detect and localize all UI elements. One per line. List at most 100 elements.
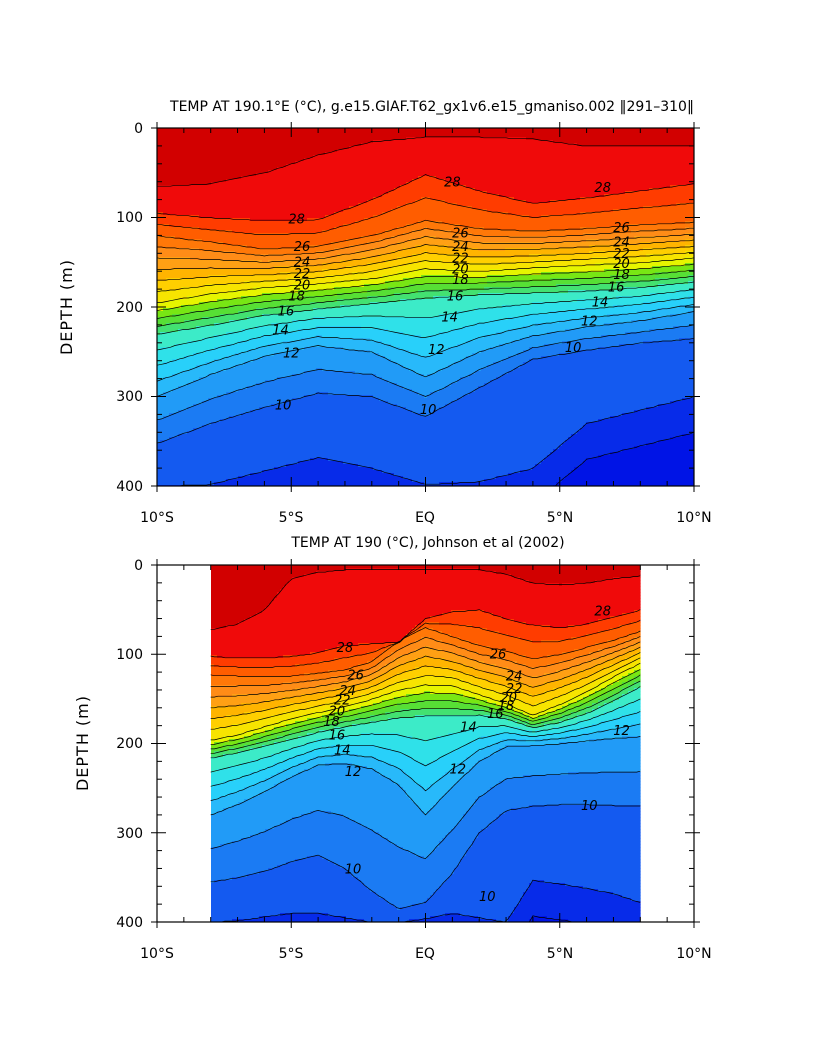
temperature-cell	[223, 365, 227, 369]
temperature-cell	[226, 371, 230, 375]
temperature-cell	[196, 194, 200, 198]
temperature-cell	[157, 347, 161, 351]
temperature-cell	[229, 461, 233, 465]
temperature-cell	[163, 437, 167, 441]
temperature-cell	[172, 380, 176, 384]
temperature-cell	[241, 257, 245, 261]
temperature-cell	[178, 476, 182, 480]
temperature-cell	[220, 200, 224, 204]
temperature-cell	[217, 449, 221, 453]
temperature-cell	[157, 317, 161, 321]
temperature-cell	[235, 281, 239, 285]
temperature-cell	[163, 482, 167, 486]
temperature-cell	[238, 203, 242, 207]
temperature-cell	[220, 140, 224, 144]
temperature-cell	[223, 254, 227, 258]
temperature-cell	[217, 188, 221, 192]
temperature-cell	[235, 299, 239, 303]
temperature-cell	[202, 200, 206, 204]
temperature-cell	[187, 191, 191, 195]
temperature-cell	[172, 302, 176, 306]
temperature-cell	[169, 377, 173, 381]
temperature-cell	[175, 341, 179, 345]
temperature-cell	[196, 254, 200, 258]
temperature-cell	[181, 335, 185, 339]
temperature-cell	[205, 260, 209, 264]
temperature-cell	[181, 386, 185, 390]
temperature-cell	[229, 287, 233, 291]
temperature-cell	[199, 242, 203, 246]
temperature-cell	[184, 206, 188, 210]
temperature-cell	[229, 314, 233, 318]
temperature-cell	[184, 215, 188, 219]
temperature-cell	[184, 269, 188, 273]
temperature-cell	[238, 449, 242, 453]
temperature-cell	[238, 368, 242, 372]
temperature-cell	[211, 452, 215, 456]
temperature-cell	[175, 251, 179, 255]
temperature-cell	[199, 296, 203, 300]
temperature-cell	[163, 269, 167, 273]
temperature-cell	[223, 308, 227, 312]
temperature-cell	[235, 275, 239, 279]
temperature-cell	[178, 230, 182, 234]
temperature-cell	[196, 356, 200, 360]
temperature-cell	[205, 194, 209, 198]
temperature-cell	[193, 260, 197, 264]
temperature-cell	[205, 254, 209, 258]
temperature-cell	[208, 161, 212, 165]
temperature-cell	[184, 458, 188, 462]
temperature-cell	[217, 362, 221, 366]
temperature-cell	[175, 212, 179, 216]
temperature-cell	[229, 281, 233, 285]
temperature-cell	[160, 344, 164, 348]
temperature-cell	[205, 413, 209, 417]
temperature-cell	[223, 437, 227, 441]
temperature-cell	[229, 143, 233, 147]
temperature-cell	[223, 476, 227, 480]
temperature-cell	[211, 143, 215, 147]
temperature-cell	[235, 305, 239, 309]
temperature-cell	[196, 377, 200, 381]
temperature-cell	[157, 140, 161, 144]
temperature-cell	[169, 254, 173, 258]
temperature-cell	[202, 188, 206, 192]
temperature-cell	[226, 218, 230, 222]
temperature-cell	[175, 176, 179, 180]
temperature-cell	[190, 200, 194, 204]
temperature-cell	[172, 242, 176, 246]
temperature-cell	[166, 383, 170, 387]
temperature-cell	[223, 149, 227, 153]
temperature-cell	[226, 311, 230, 315]
temperature-cell	[199, 200, 203, 204]
temperature-cell	[235, 449, 239, 453]
temperature-cell	[166, 185, 170, 189]
temperature-cell	[160, 209, 164, 213]
temperature-cell	[178, 272, 182, 276]
top-temperature-fills	[157, 128, 694, 486]
temperature-cell	[187, 332, 191, 336]
temperature-cell	[184, 131, 188, 135]
temperature-cell	[232, 137, 236, 141]
temperature-cell	[193, 344, 197, 348]
temperature-cell	[178, 467, 182, 471]
temperature-cell	[226, 221, 230, 225]
temperature-cell	[199, 464, 203, 468]
temperature-cell	[166, 356, 170, 360]
temperature-cell	[163, 218, 167, 222]
temperature-cell	[172, 272, 176, 276]
temperature-cell	[238, 386, 242, 390]
temperature-cell	[163, 173, 167, 177]
temperature-cell	[166, 461, 170, 465]
temperature-cell	[235, 137, 239, 141]
temperature-cell	[181, 482, 185, 486]
temperature-cell	[211, 326, 215, 330]
temperature-cell	[181, 203, 185, 207]
temperature-cell	[175, 221, 179, 225]
temperature-cell	[157, 461, 161, 465]
temperature-cell	[175, 233, 179, 237]
temperature-cell	[175, 401, 179, 405]
temperature-cell	[241, 275, 245, 279]
temperature-cell	[160, 191, 164, 195]
temperature-cell	[175, 239, 179, 243]
